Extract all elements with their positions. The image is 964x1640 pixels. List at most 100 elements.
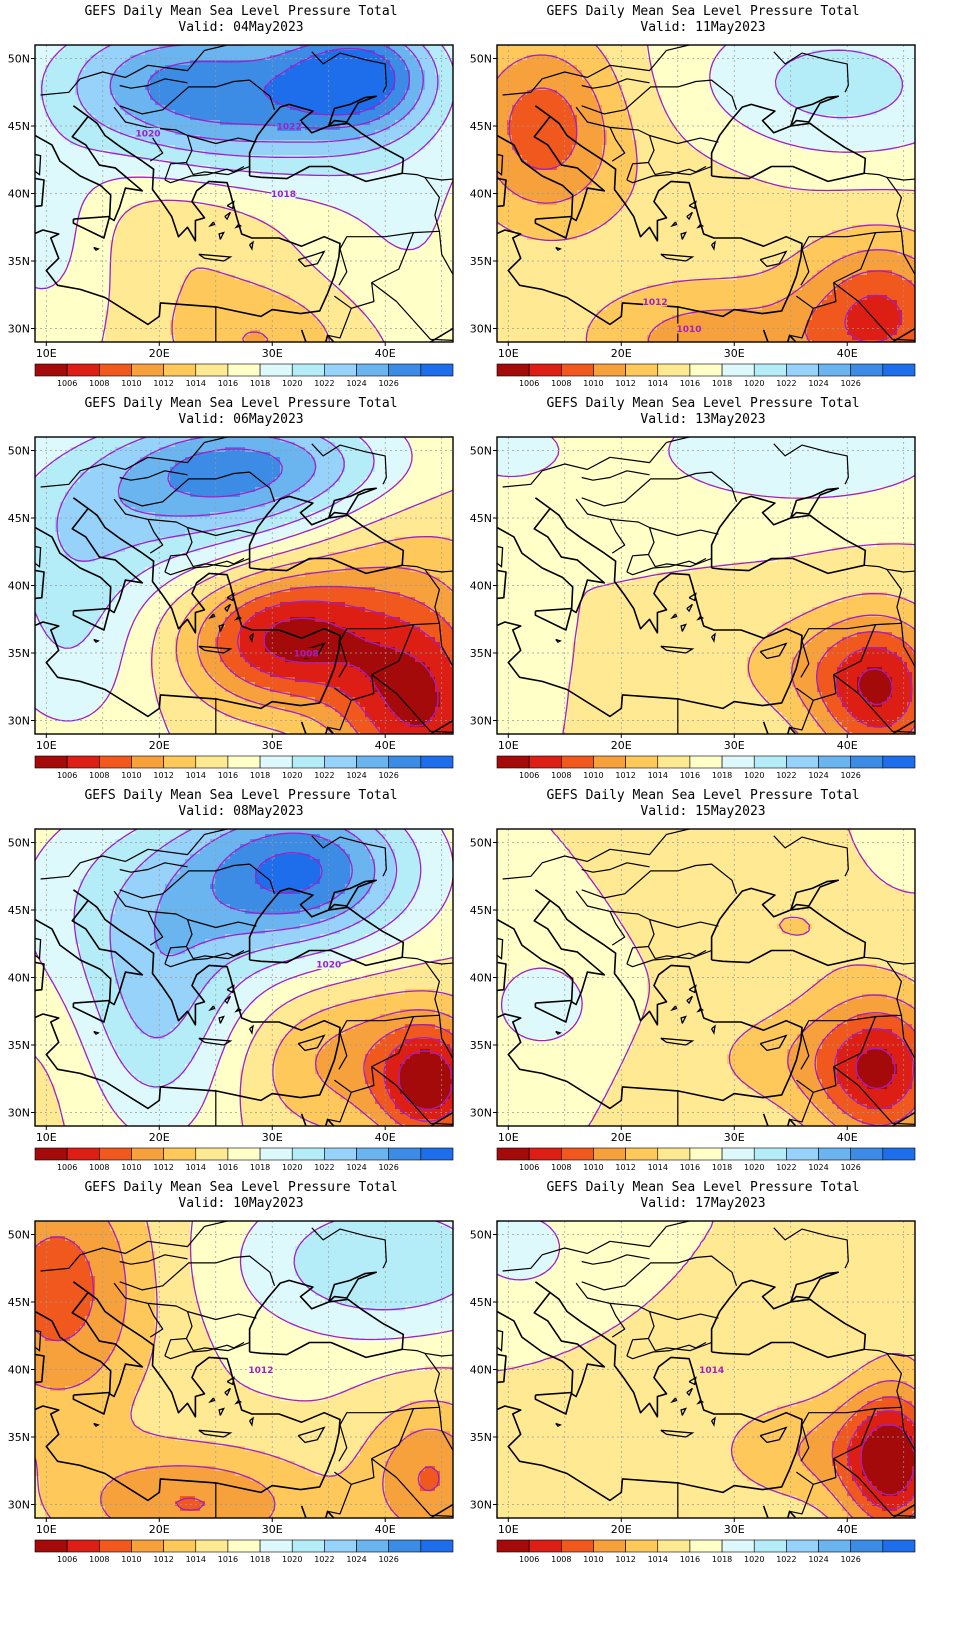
pressure-cell: [285, 130, 291, 136]
pressure-cell: [145, 180, 151, 186]
pressure-cell: [385, 150, 391, 156]
pressure-cell: [410, 100, 416, 106]
pressure-cell: [445, 80, 451, 86]
pressure-cell: [420, 240, 426, 246]
pressure-cell: [250, 85, 256, 91]
pressure-cell: [390, 225, 396, 231]
pressure-cell: [210, 285, 216, 291]
pressure-cell: [340, 205, 346, 211]
pressure-cell: [110, 185, 116, 191]
pressure-cell: [165, 330, 171, 336]
pressure-cell: [125, 265, 131, 271]
pressure-cell: [180, 50, 186, 56]
pressure-cell: [200, 320, 206, 326]
pressure-cell: [275, 80, 281, 86]
pressure-cell: [90, 320, 96, 326]
pressure-cell: [40, 340, 46, 342]
pressure-cell: [400, 320, 406, 326]
pressure-cell: [160, 195, 166, 201]
pressure-cell: [415, 300, 421, 306]
pressure-cell: [245, 125, 251, 131]
pressure-cell: [230, 65, 236, 71]
pressure-cell: [300, 145, 306, 151]
pressure-cell: [205, 215, 211, 221]
pressure-cell: [350, 315, 356, 321]
pressure-cell: [370, 250, 376, 256]
pressure-cell: [85, 175, 91, 181]
pressure-cell: [155, 95, 161, 101]
pressure-cell: [315, 320, 321, 326]
pressure-cell: [165, 135, 171, 141]
pressure-cell: [95, 125, 101, 131]
pressure-cell: [55, 320, 61, 326]
pressure-cell: [95, 295, 101, 301]
pressure-cell: [180, 280, 186, 286]
pressure-cell: [340, 150, 346, 156]
pressure-cell: [225, 110, 231, 116]
pressure-cell: [90, 170, 96, 176]
pressure-cell: [335, 320, 341, 326]
pressure-cell: [160, 335, 166, 341]
pressure-cell: [205, 80, 211, 86]
pressure-cell: [100, 75, 106, 81]
pressure-cell: [125, 330, 131, 336]
pressure-cell: [290, 180, 296, 186]
pressure-cell: [135, 260, 141, 266]
pressure-cell: [75, 275, 81, 281]
pressure-cell: [195, 240, 201, 246]
pressure-cell: [410, 45, 416, 51]
pressure-cell: [55, 130, 61, 136]
pressure-cell: [145, 330, 151, 336]
pressure-cell: [195, 50, 201, 56]
pressure-cell: [60, 75, 66, 81]
pressure-cell: [145, 265, 151, 271]
pressure-cell: [140, 295, 146, 301]
pressure-cell: [320, 230, 326, 236]
pressure-cell: [45, 45, 51, 51]
pressure-cell: [375, 55, 381, 61]
pressure-cell: [390, 250, 396, 256]
pressure-cell: [145, 220, 151, 226]
pressure-cell: [240, 110, 246, 116]
pressure-cell: [280, 240, 286, 246]
pressure-cell: [85, 75, 91, 81]
pressure-cell: [145, 120, 151, 126]
pressure-cell: [220, 185, 226, 191]
pressure-cell: [80, 330, 86, 336]
pressure-cell: [380, 125, 386, 131]
pressure-cell: [335, 275, 341, 281]
pressure-cell: [365, 305, 371, 311]
pressure-cell: [355, 275, 361, 281]
pressure-cell: [385, 230, 391, 236]
pressure-cell: [115, 150, 121, 156]
pressure-cell: [200, 200, 206, 206]
pressure-cell: [225, 275, 231, 281]
pressure-cell: [385, 205, 391, 211]
pressure-cell: [380, 200, 386, 206]
pressure-cell: [75, 85, 81, 91]
pressure-cell: [220, 190, 226, 196]
pressure-cell: [215, 130, 221, 136]
pressure-cell: [335, 305, 341, 311]
pressure-cell: [80, 85, 86, 91]
pressure-cell: [395, 255, 401, 261]
pressure-cell: [295, 50, 301, 56]
pressure-cell: [175, 280, 181, 286]
pressure-cell: [445, 70, 451, 76]
pressure-cell: [320, 70, 326, 76]
pressure-cell: [270, 205, 276, 211]
pressure-cell: [350, 90, 356, 96]
pressure-cell: [240, 180, 246, 186]
pressure-cell: [260, 180, 266, 186]
pressure-cell: [235, 225, 241, 231]
pressure-cell: [245, 285, 251, 291]
pressure-cell: [235, 100, 241, 106]
pressure-cell: [315, 210, 321, 216]
pressure-cell: [350, 220, 356, 226]
pressure-cell: [230, 255, 236, 261]
pressure-cell: [115, 280, 121, 286]
pressure-cell: [225, 60, 231, 66]
pressure-cell: [275, 145, 281, 151]
pressure-cell: [415, 170, 421, 176]
pressure-cell: [80, 155, 86, 161]
